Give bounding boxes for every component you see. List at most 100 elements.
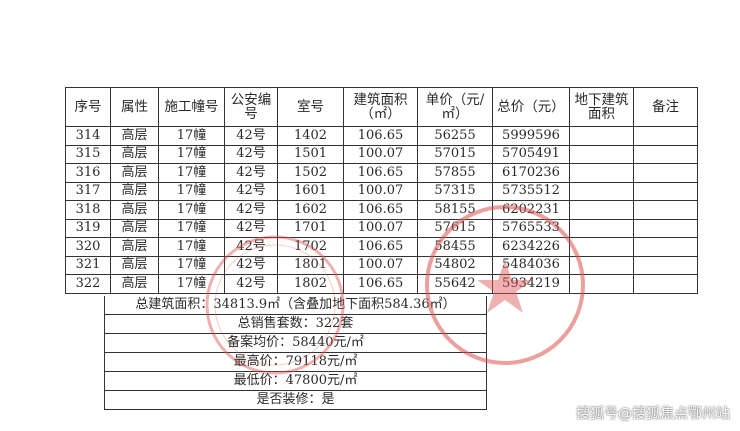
table-cell: 57015 bbox=[417, 144, 493, 164]
table-cell: 320 bbox=[65, 237, 111, 257]
table-cell: 42号 bbox=[224, 144, 278, 164]
table-cell: 42号 bbox=[224, 181, 278, 201]
decorated-status: 是否装修：是 bbox=[256, 392, 335, 407]
table-cell bbox=[569, 237, 634, 257]
table-cell bbox=[633, 181, 698, 201]
table-cell: 5484036 bbox=[492, 255, 570, 275]
table-cell: 317 bbox=[65, 181, 111, 201]
table-cell bbox=[633, 274, 698, 294]
column-header: 室号 bbox=[277, 87, 344, 127]
table-cell bbox=[569, 144, 634, 164]
table-cell: 17幢 bbox=[158, 163, 225, 183]
table-cell: 106.65 bbox=[343, 200, 418, 220]
watermark: 搜狐号@搜狐焦点鄂州站 bbox=[576, 406, 730, 422]
total-units: 总销售套数：322套 bbox=[105, 315, 486, 334]
table-cell: 高层 bbox=[110, 274, 159, 294]
column-header: 序号 bbox=[65, 87, 111, 127]
table-cell: 57615 bbox=[417, 218, 493, 238]
table-cell bbox=[633, 163, 698, 183]
table-row: 315 高层 17幢 42号 1501 100.07 57015 5705491 bbox=[65, 144, 698, 164]
table-cell: 高层 bbox=[110, 163, 159, 183]
table-cell: 1501 bbox=[277, 144, 344, 164]
table-cell: 高层 bbox=[110, 237, 159, 257]
table-cell: 17幢 bbox=[158, 274, 225, 294]
table-cell: 6202231 bbox=[492, 200, 570, 220]
column-header: 属性 bbox=[110, 87, 159, 127]
min-price: 最低价：47800元/㎡ bbox=[105, 372, 486, 391]
table-cell bbox=[633, 255, 698, 275]
table-cell: 5705491 bbox=[492, 144, 570, 164]
table-cell: 315 bbox=[65, 144, 111, 164]
table-cell: 1702 bbox=[277, 237, 344, 257]
table-cell: 17幢 bbox=[158, 181, 225, 201]
table-cell: 1602 bbox=[277, 200, 344, 220]
table-cell: 56255 bbox=[417, 126, 493, 146]
table-cell: 100.07 bbox=[343, 218, 418, 238]
table-cell: 1802 bbox=[277, 274, 344, 294]
table-cell: 316 bbox=[65, 163, 111, 183]
table-cell bbox=[633, 126, 698, 146]
column-header: 建筑面积（㎡） bbox=[343, 87, 418, 127]
table-cell: 321 bbox=[65, 255, 111, 275]
table-cell: 57315 bbox=[417, 181, 493, 201]
table-cell: 42号 bbox=[224, 274, 278, 294]
table-cell: 5934219 bbox=[492, 274, 570, 294]
table-cell: 6170236 bbox=[492, 163, 570, 183]
table-row: 316 高层 17幢 42号 1502 106.65 57855 6170236 bbox=[65, 163, 698, 183]
table-header-row: 序号 属性 施工幢号 公安编号 室号 建筑面积（㎡） 单价（元/㎡） 总价（元） 地下建筑面积备… bbox=[65, 87, 698, 127]
table-cell: 高层 bbox=[110, 255, 159, 275]
table-cell: 1601 bbox=[277, 181, 344, 201]
table-cell: 106.65 bbox=[343, 274, 418, 294]
column-header: 备注 bbox=[633, 87, 698, 127]
column-header: 单价（元/㎡） bbox=[417, 87, 493, 127]
table-cell: 5765533 bbox=[492, 218, 570, 238]
table-cell: 42号 bbox=[224, 163, 278, 183]
table-cell: 高层 bbox=[110, 126, 159, 146]
table-cell: 1402 bbox=[277, 126, 344, 146]
table-row: 318 高层 17幢 42号 1602 106.65 58155 6202231 bbox=[65, 200, 698, 220]
column-header: 施工幢号 bbox=[158, 87, 225, 127]
table-row: 317 高层 17幢 42号 1601 100.07 57315 5735512 bbox=[65, 181, 698, 201]
table-cell: 57855 bbox=[417, 163, 493, 183]
table-cell: 314 bbox=[65, 126, 111, 146]
table-cell bbox=[569, 200, 634, 220]
table-cell bbox=[569, 255, 634, 275]
table-cell bbox=[569, 274, 634, 294]
table-cell bbox=[633, 144, 698, 164]
table-cell bbox=[569, 181, 634, 201]
table-cell bbox=[633, 237, 698, 257]
table-cell: 106.65 bbox=[343, 237, 418, 257]
table-row: 319 高层 17幢 42号 1701 100.07 57615 5765533 bbox=[65, 218, 698, 238]
table-cell: 17幢 bbox=[158, 200, 225, 220]
table-cell: 42号 bbox=[224, 255, 278, 275]
table-cell: 5735512 bbox=[492, 181, 570, 201]
table-cell: 42号 bbox=[224, 200, 278, 220]
table-cell: 100.07 bbox=[343, 144, 418, 164]
table-cell: 17幢 bbox=[158, 144, 225, 164]
average-price: 备案均价：58440元/㎡ bbox=[105, 334, 486, 353]
table-cell: 58455 bbox=[417, 237, 493, 257]
column-header: 总价（元） bbox=[492, 87, 570, 127]
table-cell: 6234226 bbox=[492, 237, 570, 257]
table-cell: 318 bbox=[65, 200, 111, 220]
table-cell: 54802 bbox=[417, 255, 493, 275]
table-cell: 42号 bbox=[224, 126, 278, 146]
table-cell: 17幢 bbox=[158, 237, 225, 257]
table-row: 320 高层 17幢 42号 1702 106.65 58455 6234226 bbox=[65, 237, 698, 257]
table-cell: 106.65 bbox=[343, 163, 418, 183]
table-cell: 319 bbox=[65, 218, 111, 238]
table-cell: 55642 bbox=[417, 274, 493, 294]
table-row: 322 高层 17幢 42号 1802 106.65 55642 5934219 bbox=[65, 274, 698, 294]
table-cell: 17幢 bbox=[158, 126, 225, 146]
table-cell: 58155 bbox=[417, 200, 493, 220]
table-row: 321 高层 17幢 42号 1801 100.07 54802 5484036 bbox=[65, 255, 698, 275]
table-cell: 322 bbox=[65, 274, 111, 294]
summary-block: 总建筑面积：34813.9㎡（含叠加地下面积584.36㎡） 总销售套数：322… bbox=[104, 296, 487, 410]
table-cell: 17幢 bbox=[158, 218, 225, 238]
table-cell: 1701 bbox=[277, 218, 344, 238]
table-cell: 高层 bbox=[110, 181, 159, 201]
table-cell bbox=[569, 163, 634, 183]
total-area: 总建筑面积：34813.9㎡（含叠加地下面积584.36㎡） bbox=[105, 296, 486, 315]
table-cell bbox=[633, 218, 698, 238]
table-cell: 100.07 bbox=[343, 181, 418, 201]
